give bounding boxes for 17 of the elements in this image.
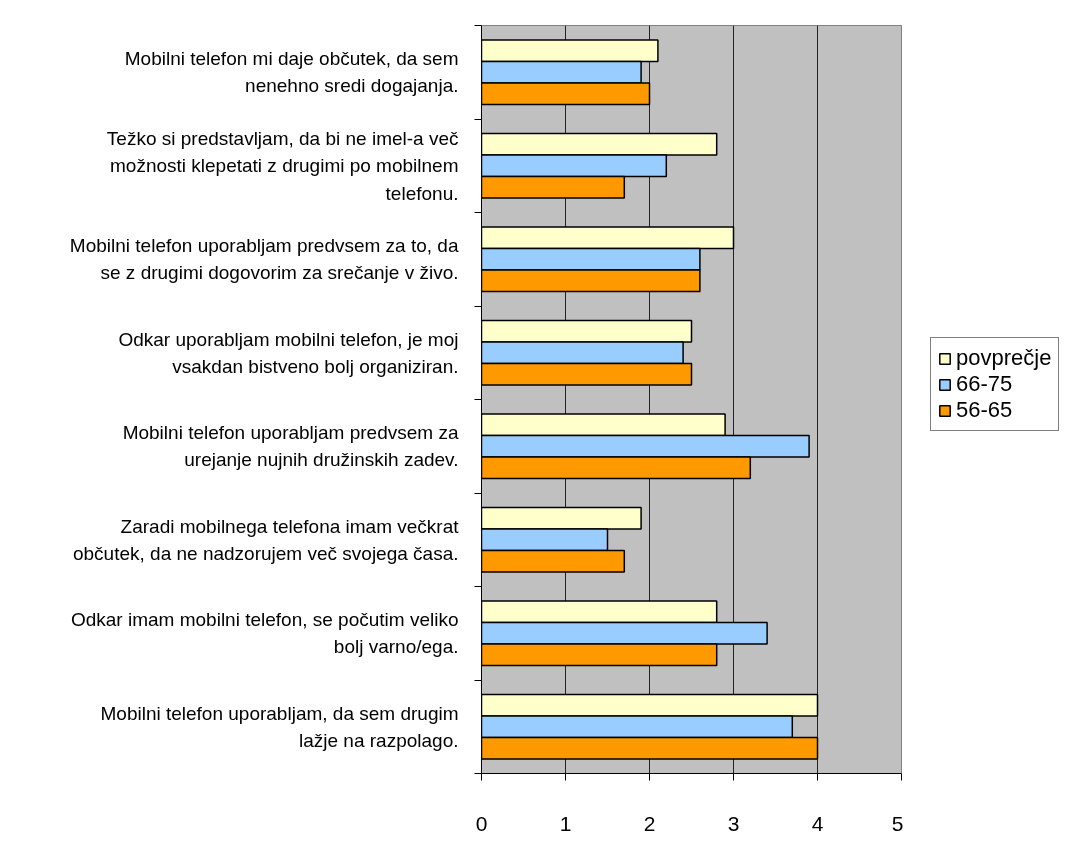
y-tick-label: Odkar uporabljam mobilni telefon, je moj vsakdan bistveno bolj organiziran. [118, 328, 459, 377]
x-tick-label: 0 [475, 811, 488, 835]
y-tick-label: Mobilni telefon uporabljam predvsem za urejanje nujnih družinskih zadev. [122, 422, 459, 471]
y-tick-label: Mobilni telefon uporabljam predvsem za to, da se z drugimi dogovorim za srečanje v živo. [69, 235, 459, 284]
x-tick-label: 2 [643, 811, 656, 835]
y-tick-label: Težko si predstavljam, da bi ne imel-a več možnosti klepetati z drugimi po mobilnem telefonu. [106, 127, 459, 204]
x-tick-label: 1 [559, 811, 572, 835]
legend-label: 66-75 [956, 371, 1013, 397]
y-tick-label: Mobilni telefon mi daje občutek, da sem nenehno sredi dogajanja. [124, 48, 459, 97]
legend-label: 56-65 [956, 397, 1013, 423]
legend-label: povprečje [956, 345, 1052, 371]
y-tick-label: Zaradi mobilnega telefona imam večkrat občutek, da ne nadzorujem več svojega časa. [72, 515, 460, 564]
x-tick-label: 3 [727, 811, 740, 835]
x-tick-label: 5 [891, 811, 904, 835]
x-tick-label: 4 [811, 811, 824, 835]
y-tick-label: Mobilni telefon uporabljam, da sem drugim lažje na razpolago. [100, 702, 459, 751]
y-tick-label: Odkar imam mobilni telefon, se počutim veliko bolj varno/ega. [70, 609, 459, 658]
